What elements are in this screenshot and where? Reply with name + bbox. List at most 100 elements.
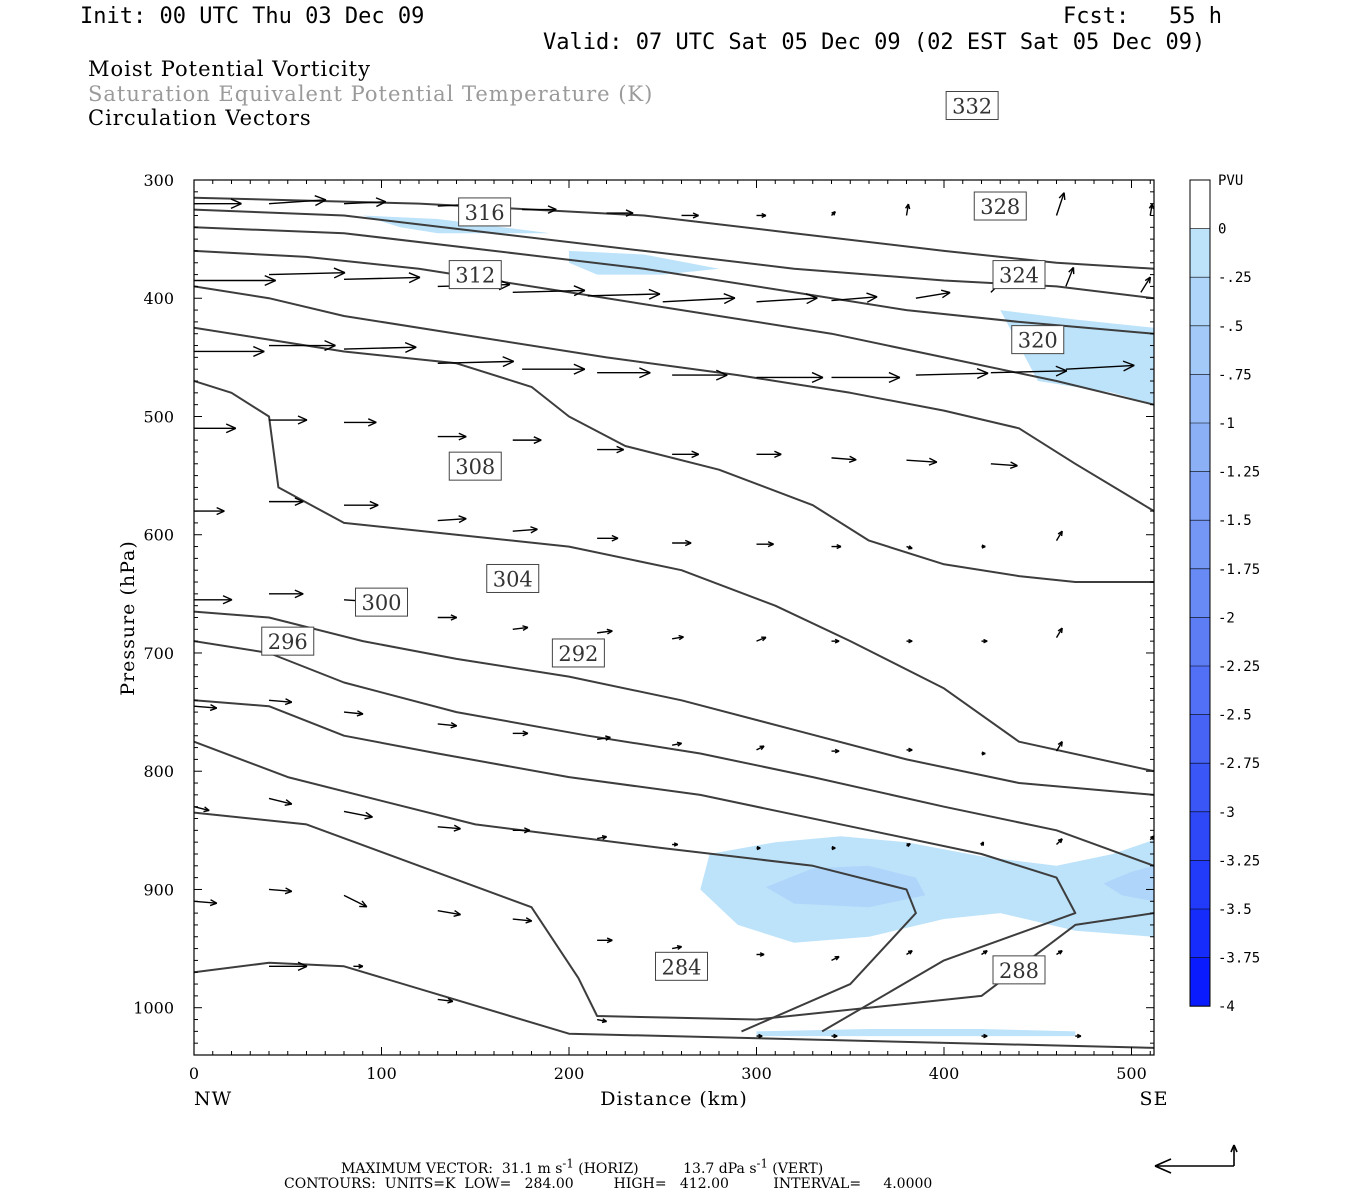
contour-label-320: 320 [1018, 329, 1058, 353]
circulation-vector-22 [915, 289, 951, 299]
contour-label-box-332 [945, 91, 999, 121]
reference-vector-icon [1154, 1144, 1238, 1174]
circulation-vector-102 [512, 917, 533, 924]
vector-shaft [1055, 192, 1065, 216]
vector-head [836, 543, 842, 548]
vector-head [450, 725, 457, 729]
vector-head [458, 432, 467, 438]
contour-label-box-300 [355, 587, 408, 617]
circulation-vector-29 [437, 356, 515, 368]
circulation-vector-28 [343, 341, 417, 353]
vector-head [805, 293, 818, 299]
plot-frame [193, 179, 1155, 1056]
vector-head [684, 539, 692, 544]
vector-head [502, 356, 515, 363]
circulation-vector-45 [756, 450, 782, 458]
vector-head [522, 732, 529, 737]
colorbar-label: -2.75 [1218, 756, 1260, 772]
circulation-vector-8 [831, 211, 836, 216]
vector-shaft [597, 630, 613, 634]
contour-label-284: 284 [661, 955, 701, 979]
vector-head [297, 415, 308, 421]
circulation-vector-17 [512, 285, 586, 297]
vector-head [767, 543, 774, 548]
vector-shaft [1055, 530, 1063, 542]
colorbar-swatch-14 [1190, 860, 1210, 909]
vector-head [453, 824, 461, 830]
contour-label-296: 296 [268, 630, 308, 654]
vector-head [941, 291, 951, 299]
vector-head [607, 630, 613, 635]
vector-head [849, 455, 857, 461]
circulation-vector-66 [597, 628, 613, 635]
vector-head [450, 616, 458, 621]
circulation-vector-83 [981, 751, 986, 756]
circulation-vector-84 [1055, 741, 1063, 752]
colorbar-swatch-0 [1190, 180, 1210, 229]
circulation-vector-60 [1055, 530, 1063, 542]
vector-head [625, 209, 634, 214]
colorbar-label: -4 [1218, 999, 1235, 1015]
vector-shaft [905, 203, 910, 216]
vector-head [983, 1033, 988, 1037]
vector-head [888, 371, 901, 379]
circulation-vector-71 [981, 638, 988, 644]
circulation-vector-1 [268, 195, 327, 207]
vector-head [533, 436, 542, 441]
circulation-vector-39 [269, 415, 308, 425]
axes: 300 400 500 600 700 800 900 1000 0 100 200 300 400 50… [133, 171, 1154, 1083]
vector-head [866, 292, 878, 298]
vector-head [759, 952, 765, 956]
vector-head [367, 418, 377, 424]
circulation-vector-46 [831, 455, 857, 463]
circulation-vector-2 [343, 197, 387, 208]
circulation-vector-34 [831, 371, 901, 383]
vector-shaft [343, 894, 368, 908]
colorbar-label: -.75 [1218, 367, 1252, 383]
contour-label-304: 304 [493, 567, 533, 591]
mpv-region-6 [756, 1029, 1076, 1037]
circulation-vector-27 [269, 340, 336, 352]
contour-label-292: 292 [558, 642, 598, 666]
vector-head [333, 272, 346, 279]
colorbar-swatch-16 [1190, 957, 1210, 1007]
circulation-vector-101 [437, 910, 461, 918]
circulation-vector-62 [269, 589, 304, 599]
contour-label-box-328 [973, 191, 1027, 221]
y-tick-label: 700 [143, 644, 174, 663]
init-time: Init: 00 UTC Thu 03 Dec 09 [80, 4, 425, 29]
vector-head [315, 199, 327, 207]
vector-head [905, 203, 909, 209]
vector-head [811, 376, 824, 383]
circulation-vector-75 [343, 710, 364, 717]
colorbar-label: -1.75 [1218, 562, 1260, 578]
vector-head [606, 628, 613, 632]
x-axis-label: Distance (km) [600, 1088, 748, 1110]
vector-head [284, 803, 292, 807]
vector-head [1055, 370, 1068, 377]
colorbar-label: -1 [1218, 416, 1235, 432]
contour-label-box-320 [1011, 325, 1065, 355]
vector-shaft [915, 291, 951, 299]
y-tick-label: 1000 [133, 999, 174, 1018]
colorbar-swatch-13 [1190, 811, 1210, 861]
theta-contour-324 [194, 226, 1154, 335]
contour-label-312: 312 [455, 264, 495, 288]
vector-head [573, 368, 586, 375]
vector-head [502, 360, 515, 368]
y-tick-label: 900 [143, 880, 174, 899]
vector-shaft [194, 806, 210, 812]
circulation-vector-64 [437, 614, 458, 621]
colorbar-swatch-12 [1190, 763, 1210, 812]
vector-head [907, 950, 913, 953]
circulation-vector-78 [597, 735, 611, 741]
vector-head [1058, 192, 1065, 199]
colorbar-label: -.25 [1218, 270, 1252, 286]
circulation-vector-55 [672, 539, 692, 547]
vector-head [848, 459, 857, 463]
vector-shaft [1055, 627, 1063, 638]
vector-head [1055, 365, 1068, 372]
vector-head [1144, 276, 1151, 282]
circulation-vector-31 [597, 367, 651, 379]
vector-head [365, 811, 373, 818]
